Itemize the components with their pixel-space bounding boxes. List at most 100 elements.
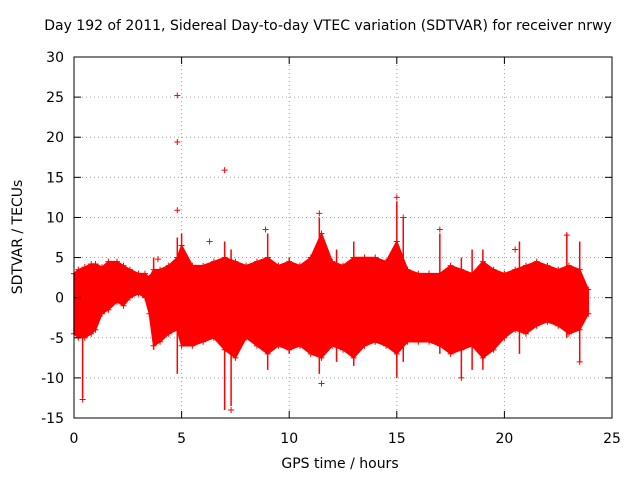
data-point xyxy=(522,262,529,269)
data-series xyxy=(71,92,592,413)
data-point xyxy=(533,322,540,329)
data-point xyxy=(79,396,86,403)
data-point xyxy=(533,258,540,265)
grid-lines xyxy=(74,57,612,418)
data-point xyxy=(361,254,368,261)
data-point xyxy=(92,260,99,267)
data-point xyxy=(436,270,443,277)
data-point xyxy=(174,92,181,99)
data-point xyxy=(393,350,400,357)
data-point xyxy=(189,262,196,269)
data-point xyxy=(415,270,422,277)
data-point xyxy=(512,246,519,253)
y-tick-label: 10 xyxy=(46,210,64,226)
data-band xyxy=(73,231,590,359)
data-point xyxy=(174,207,181,214)
data-point xyxy=(157,338,164,345)
y-tick-label: 5 xyxy=(55,251,64,267)
data-point xyxy=(81,334,88,341)
data-point xyxy=(340,262,346,269)
data-point xyxy=(126,266,133,273)
data-point xyxy=(415,338,422,345)
data-point xyxy=(98,264,105,271)
data-point xyxy=(501,270,508,277)
data-point xyxy=(565,330,572,337)
data-point xyxy=(142,294,149,301)
data-point xyxy=(154,256,161,263)
data-point xyxy=(146,274,153,281)
data-point xyxy=(243,334,250,341)
data-point xyxy=(576,266,583,273)
data-point xyxy=(98,310,105,317)
data-point xyxy=(501,334,508,341)
data-point xyxy=(221,167,228,174)
data-point xyxy=(253,342,260,349)
x-tick-label: 5 xyxy=(177,431,186,447)
data-point xyxy=(150,266,157,273)
data-point xyxy=(228,406,235,413)
y-tick-label: 30 xyxy=(46,50,64,66)
data-point xyxy=(174,254,181,261)
data-point xyxy=(120,302,127,309)
plot-frame xyxy=(73,56,613,419)
data-point xyxy=(150,342,157,349)
data-point xyxy=(565,262,572,269)
data-point xyxy=(329,342,336,349)
data-point xyxy=(563,232,570,239)
data-point xyxy=(393,238,400,245)
data-point xyxy=(576,358,583,365)
data-point xyxy=(174,326,181,333)
data-point xyxy=(253,258,260,265)
data-point xyxy=(318,380,325,387)
data-point xyxy=(206,238,213,245)
data-point xyxy=(189,342,196,349)
data-point xyxy=(316,210,323,217)
x-tick-label: 0 xyxy=(70,431,79,447)
data-point xyxy=(544,262,551,269)
data-point xyxy=(264,350,271,357)
data-point xyxy=(447,262,454,269)
data-point xyxy=(340,346,346,353)
y-tick-label: 25 xyxy=(46,90,64,106)
chart-title: Day 192 of 2011, Sidereal Day-to-day VTE… xyxy=(44,18,612,34)
x-tick-label: 25 xyxy=(603,431,621,447)
data-point xyxy=(458,346,465,353)
data-point xyxy=(400,214,407,221)
data-point xyxy=(157,266,164,273)
data-point xyxy=(275,342,282,349)
data-point xyxy=(426,338,433,345)
data-point xyxy=(372,338,379,345)
data-point xyxy=(318,230,325,237)
data-point xyxy=(114,298,121,305)
data-point xyxy=(469,270,476,277)
data-point xyxy=(436,342,443,349)
data-point xyxy=(296,342,303,349)
data-point xyxy=(178,342,185,349)
data-point xyxy=(135,270,142,277)
y-tick-label: 0 xyxy=(55,291,64,307)
data-point xyxy=(174,139,181,146)
data-point xyxy=(296,262,303,269)
data-point xyxy=(264,254,271,261)
data-point xyxy=(426,270,433,277)
data-point xyxy=(479,258,486,265)
y-tick-label: 20 xyxy=(46,130,64,146)
x-tick-label: 10 xyxy=(280,431,298,447)
data-point xyxy=(307,350,314,357)
data-point xyxy=(555,322,562,329)
x-tick-label: 15 xyxy=(388,431,406,447)
data-point xyxy=(120,262,127,269)
data-point xyxy=(88,330,95,337)
data-point xyxy=(200,338,207,345)
y-tick-label: -15 xyxy=(41,411,64,427)
y-tick-label: -10 xyxy=(41,371,64,387)
data-point xyxy=(262,226,269,233)
data-point xyxy=(512,326,519,333)
axis-ticks: -15 -10 -5 0 5 10 15 20 25 30 0 5 10 15 20 25 xyxy=(41,50,621,447)
data-point xyxy=(286,346,293,353)
data-point xyxy=(372,254,379,261)
data-point xyxy=(210,258,217,265)
data-point xyxy=(458,266,465,273)
data-point xyxy=(490,346,497,353)
